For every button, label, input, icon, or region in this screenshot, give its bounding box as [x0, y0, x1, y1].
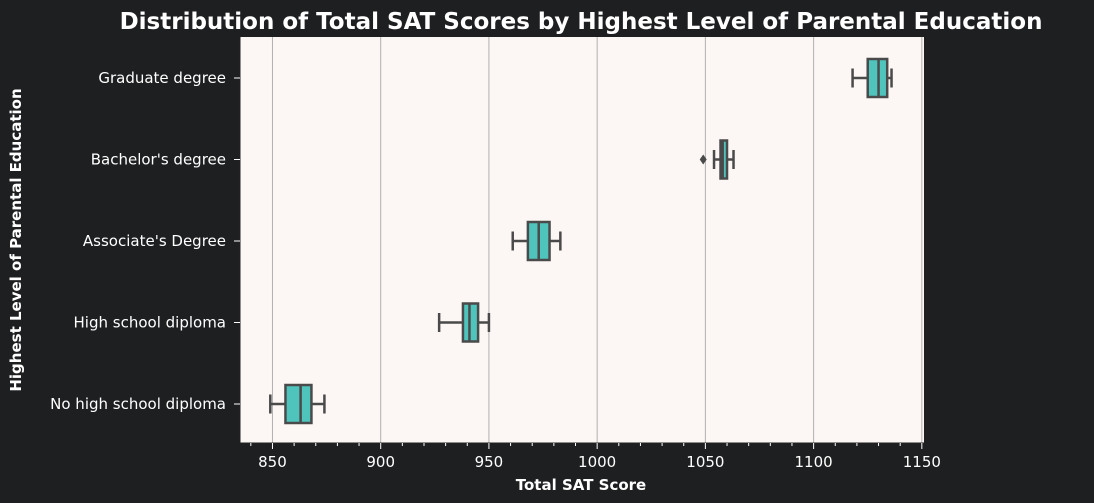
box-group: [699, 139, 735, 180]
grid-lines: [271, 37, 923, 443]
x-tick-label: 1050: [686, 453, 724, 471]
box-group: [511, 220, 562, 262]
x-tick-label: 850: [258, 453, 287, 471]
plot-area: [240, 37, 924, 443]
boxes: [269, 57, 893, 425]
box-group: [851, 57, 893, 99]
y-tick-label: Bachelor's degree: [91, 151, 226, 169]
chart-title: Distribution of Total SAT Scores by High…: [120, 9, 1043, 35]
outlier-point: [699, 154, 707, 165]
x-axis-title: Total SAT Score: [516, 476, 646, 494]
x-tick-label: 900: [366, 453, 395, 471]
box-group: [437, 302, 491, 343]
box-group: [269, 383, 326, 425]
y-tick-label: High school diploma: [74, 314, 226, 332]
x-tick-label: 1000: [578, 453, 616, 471]
x-tick-label: 950: [475, 453, 504, 471]
y-tick-label: Graduate degree: [98, 69, 226, 87]
box-iqr: [284, 383, 313, 425]
x-tick-label: 1150: [903, 453, 941, 471]
y-tick-label: Associate's Degree: [83, 232, 226, 250]
y-tick-label: No high school diploma: [50, 395, 226, 413]
axis-ticks: 850 900 950 1000 1050 1100 1150 Graduate degree…: [50, 37, 941, 471]
x-tick-label: 1100: [795, 453, 833, 471]
y-axis-title: Highest Level of Parental Education: [7, 88, 25, 391]
